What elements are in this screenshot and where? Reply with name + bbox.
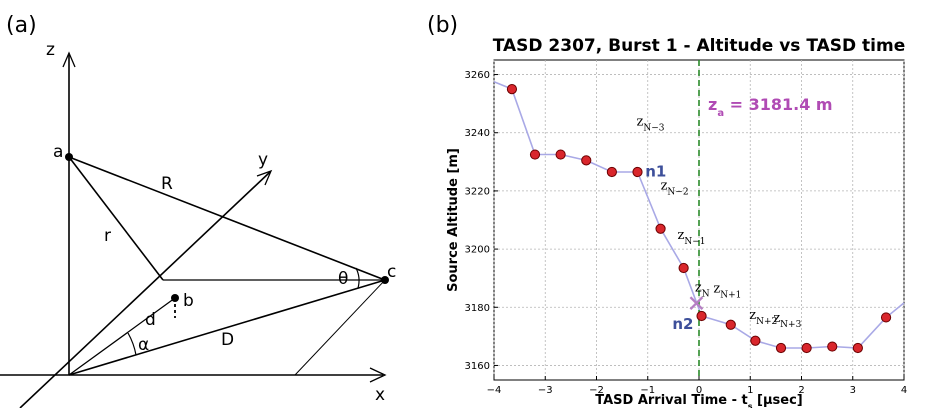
label-n1: n1 <box>645 162 666 180</box>
segment-r <box>68 156 164 281</box>
data-point <box>506 83 518 95</box>
y-axis-label: y <box>258 150 268 170</box>
theta-arc <box>355 267 360 289</box>
point-a-label: a <box>53 142 63 162</box>
z-axis-label: z <box>46 40 55 60</box>
segment-d-label: d <box>145 310 156 330</box>
x-axis-label: x <box>375 385 385 405</box>
series <box>493 60 905 380</box>
segment-R <box>68 156 386 281</box>
z-axis-arrow-icon <box>62 51 76 68</box>
x-tick-label: 3 <box>850 385 856 396</box>
point-label-zN-1: zN−1 <box>677 228 705 247</box>
data-point <box>529 149 541 160</box>
alpha-arc <box>127 332 137 356</box>
y-axis <box>19 171 271 408</box>
theta-label: θ <box>338 269 348 289</box>
x-axis-title: TASD Arrival Time - ts [μsec] <box>595 393 803 408</box>
data-point <box>655 223 666 234</box>
data-point <box>678 262 689 274</box>
segment-D <box>68 279 386 376</box>
point-c <box>381 276 389 284</box>
x-tick-label: −1 <box>640 385 655 396</box>
point-b-label: b <box>183 291 194 311</box>
panel-a-label: (a) <box>6 13 37 38</box>
point-label-zN-3: zN−3 <box>636 114 664 133</box>
data-point <box>581 155 592 166</box>
x-tick-label: −2 <box>589 385 604 396</box>
panel-b: (b) TASD 2307, Burst 1 - Altitude vs TAS… <box>427 13 907 408</box>
data-point <box>827 341 838 352</box>
panel-b-label: (b) <box>427 13 458 38</box>
y-tick-label: 3180 <box>465 303 490 314</box>
data-point <box>880 312 892 323</box>
x-tick-label: −4 <box>487 385 502 396</box>
point-label-zN-2: zN−2 <box>661 178 689 197</box>
data-point <box>632 166 643 178</box>
label-n2: n2 <box>672 315 693 333</box>
chart-title: TASD 2307, Burst 1 - Altitude vs TASD ti… <box>493 36 906 56</box>
projection-line <box>294 279 386 376</box>
segment-r-label: r <box>104 226 111 246</box>
panel-a: (a) z x y a b c R r d D θ α <box>0 13 396 408</box>
y-tick-label: 3240 <box>465 128 490 139</box>
y-tick-label: 3220 <box>465 186 490 197</box>
ticks: −4 −3 −2 −1 0 1 2 3 4 3160 3180 3200 3220 3240 3260 <box>465 70 908 396</box>
x-tick-label: 0 <box>696 385 702 396</box>
data-point <box>696 310 707 322</box>
data-point <box>725 319 736 330</box>
point-label-zN+3: zN+3 <box>773 311 801 330</box>
point-label-zN: zN <box>695 280 710 299</box>
segment-d <box>68 297 176 376</box>
za-annotation: za = 3181.4 m <box>708 95 833 119</box>
x-tick-label: 1 <box>747 385 753 396</box>
x-axis-arrow-icon <box>369 367 387 383</box>
data-point <box>750 335 761 346</box>
data-point <box>801 342 812 354</box>
y-tick-label: 3200 <box>465 245 490 256</box>
point-a <box>65 153 73 161</box>
za-cross-marker <box>689 296 704 311</box>
y-axis-arrow-icon <box>256 169 273 186</box>
segment-D-label: D <box>221 330 234 350</box>
data-point <box>852 342 863 354</box>
point-label-zN+2: zN+2 <box>749 308 777 327</box>
data-point <box>555 149 566 160</box>
point-label-zN+1: zN+1 <box>713 282 741 301</box>
annotations: zN−3 zN−2 zN−1 zN zN+1 zN+2zN+3 n1 n2 za = 3181.… <box>636 95 832 333</box>
y-tick-label: 3160 <box>465 361 490 372</box>
y-tick-label: 3260 <box>465 70 490 81</box>
y-axis-title: Source Altitude [m] <box>446 148 461 292</box>
alpha-label: α <box>138 335 149 355</box>
x-tick-label: 4 <box>901 385 907 396</box>
segment-R-label: R <box>161 174 173 194</box>
x-tick-label: 2 <box>798 385 804 396</box>
data-point <box>606 166 617 178</box>
x-tick-label: −3 <box>538 385 553 396</box>
point-c-label: c <box>387 262 396 282</box>
point-b <box>171 294 179 302</box>
data-point <box>775 342 787 354</box>
